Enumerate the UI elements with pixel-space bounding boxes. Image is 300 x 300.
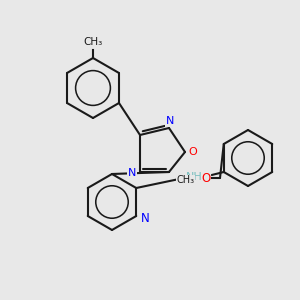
Text: N: N — [128, 168, 136, 178]
Text: NH: NH — [186, 172, 202, 182]
Text: N: N — [166, 116, 174, 126]
Text: O: O — [189, 147, 197, 157]
Text: CH₃: CH₃ — [177, 175, 195, 185]
Text: N: N — [141, 212, 150, 226]
Text: CH₃: CH₃ — [83, 37, 103, 47]
Text: O: O — [201, 172, 210, 185]
